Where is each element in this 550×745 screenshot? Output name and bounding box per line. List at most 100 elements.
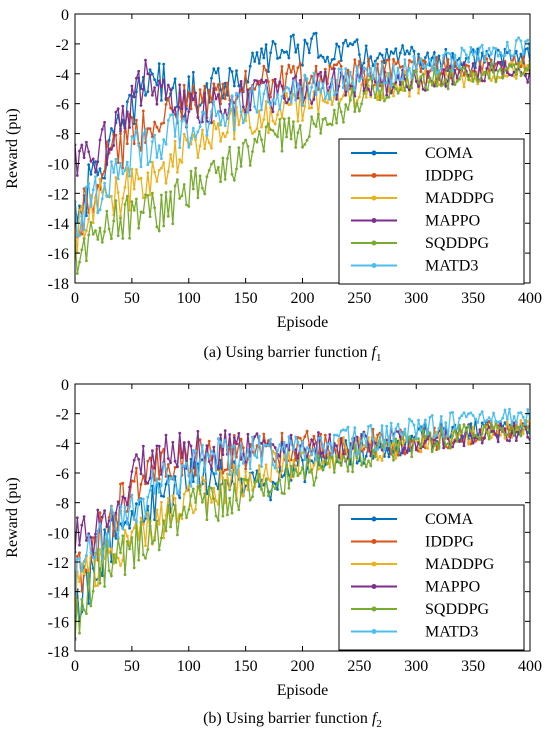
chart-a-point-sqddpg [519, 74, 523, 78]
chart-a-point-sqddpg [330, 123, 334, 127]
chart-a-point-matd3 [517, 36, 520, 40]
chart-b-point-sqddpg [269, 490, 272, 493]
chart-a-legend-label-sqddpg: SQDDPG [425, 235, 489, 252]
chart-a-point-mappo [433, 84, 436, 88]
chart-a-point-coma [94, 160, 97, 164]
chart-a-point-matd3 [98, 208, 102, 212]
chart-b-point-mappo [130, 470, 134, 473]
chart-a-point-coma [358, 53, 361, 56]
chart-a-point-matd3 [485, 52, 489, 55]
chart-a-point-coma [487, 54, 491, 58]
chart-a-point-maddpg [110, 194, 113, 198]
chart-a-point-sqddpg [87, 233, 91, 237]
chart-a-point-iddpg [314, 64, 318, 68]
chart-a-point-sqddpg [317, 112, 320, 116]
chart-a-point-mappo [510, 74, 514, 77]
chart-a-point-matd3 [492, 46, 495, 50]
chart-a-point-matd3 [321, 82, 325, 85]
chart-a-point-mappo [424, 89, 427, 92]
chart-a-point-sqddpg [492, 70, 495, 74]
chart-a-point-coma [248, 64, 252, 68]
chart-a-point-matd3 [392, 64, 395, 68]
chart-b-point-sqddpg [194, 501, 198, 504]
chart-b-ytick-label: -14 [48, 585, 69, 602]
chart-a-point-matd3 [421, 65, 425, 69]
chart-b-point-sqddpg [512, 432, 516, 436]
chart-a-point-coma [289, 35, 293, 38]
chart-b-point-mappo [116, 500, 120, 504]
chart-a-xtick-label: 250 [347, 290, 371, 307]
chart-b-point-matd3 [512, 415, 516, 418]
chart-b-point-mappo [433, 438, 436, 442]
chart-a-point-maddpg [191, 133, 195, 137]
chart-b-xtick-label: 250 [347, 658, 371, 675]
chart-b-point-mappo [196, 429, 200, 433]
chart-a-point-mappo [246, 88, 250, 92]
chart-a-point-coma [155, 83, 159, 87]
chart-b-point-coma [344, 439, 348, 442]
chart-a-point-mappo [323, 70, 327, 74]
chart-a-point-sqddpg [107, 227, 111, 231]
chart-a-point-sqddpg [85, 259, 88, 263]
chart-a-point-maddpg [401, 88, 404, 92]
chart-a-point-matd3 [194, 136, 198, 139]
chart-a-point-matd3 [358, 79, 361, 83]
chart-b-legend-marker-matd3 [371, 629, 377, 634]
chart-a-point-maddpg [251, 132, 254, 135]
chart-a-point-iddpg [464, 63, 468, 67]
chart-a-point-iddpg [485, 57, 489, 61]
chart-a-point-matd3 [176, 111, 179, 114]
chart-b-point-maddpg [166, 496, 170, 500]
chart-b-point-sqddpg [480, 432, 484, 436]
chart-a-point-maddpg [503, 74, 507, 78]
chart-b-point-iddpg [360, 449, 363, 453]
chart-a-point-sqddpg [230, 172, 234, 176]
chart-b-point-matd3 [483, 420, 486, 424]
chart-a-point-matd3 [191, 126, 195, 130]
chart-a-point-matd3 [112, 171, 116, 174]
chart-a-point-sqddpg [112, 219, 116, 223]
chart-b-point-matd3 [426, 433, 429, 436]
chart-a-point-coma [476, 47, 480, 51]
chart-a-point-sqddpg [239, 165, 243, 168]
chart-a-point-mappo [148, 73, 152, 77]
chart-a-point-mappo [157, 79, 161, 83]
chart-b-point-matd3 [408, 417, 411, 421]
chart-b-point-mappo [458, 440, 461, 443]
chart-b-point-iddpg [278, 464, 282, 468]
chart-b-ytick-label: -2 [56, 407, 69, 424]
chart-b-point-matd3 [317, 437, 320, 440]
chart-b-point-mappo [271, 443, 275, 446]
chart-a-point-mappo [146, 72, 150, 76]
chart-a-point-mappo [114, 110, 118, 114]
chart-b-point-maddpg [403, 439, 407, 442]
chart-b-point-iddpg [157, 477, 161, 481]
chart-b-point-matd3 [123, 505, 127, 509]
chart-a-point-iddpg [267, 80, 270, 84]
chart-a-point-maddpg [157, 168, 161, 172]
chart-a-point-sqddpg [169, 190, 173, 194]
chart-a-point-iddpg [114, 133, 118, 137]
chart-b-point-matd3 [312, 447, 316, 451]
chart-a-point-sqddpg [428, 76, 432, 80]
chart-a-point-maddpg [296, 119, 300, 123]
chart-a-point-iddpg [392, 58, 395, 61]
chart-a-point-matd3 [155, 156, 159, 159]
chart-b-point-maddpg [223, 501, 227, 505]
chart-a-point-sqddpg [451, 74, 454, 78]
chart-a-ytick-label: 0 [61, 7, 69, 24]
chart-a-point-coma [216, 67, 220, 70]
chart-b-point-maddpg [321, 461, 325, 464]
chart-b-point-maddpg [185, 489, 188, 492]
chart-a-point-coma [271, 40, 275, 43]
chart-b-legend-label-coma: COMA [425, 511, 473, 528]
chart-a-xtick-label: 0 [71, 290, 79, 307]
chart-a-point-sqddpg [378, 98, 382, 102]
chart-b-legend-label-maddpg: MADDPG [425, 556, 495, 573]
chart-a-point-maddpg [262, 118, 266, 121]
chart-a-point-mappo [264, 79, 268, 82]
chart-b-point-matd3 [455, 427, 459, 431]
chart-b-point-mappo [105, 525, 109, 528]
chart-a-point-sqddpg [358, 109, 361, 113]
chart-b-point-coma [123, 521, 127, 525]
